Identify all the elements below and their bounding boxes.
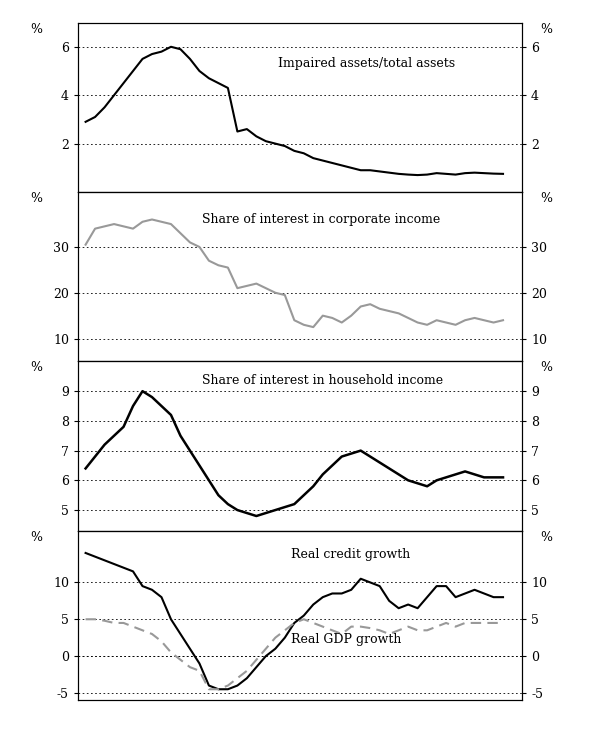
Text: %: % — [540, 23, 552, 36]
Text: %: % — [540, 192, 552, 205]
Text: %: % — [30, 531, 42, 544]
Text: Real credit growth: Real credit growth — [291, 548, 410, 561]
Text: Impaired assets/total assets: Impaired assets/total assets — [278, 57, 455, 70]
Text: Share of interest in household income: Share of interest in household income — [202, 373, 443, 387]
Text: %: % — [30, 23, 42, 36]
Text: %: % — [30, 361, 42, 374]
Text: %: % — [30, 192, 42, 205]
Text: %: % — [540, 361, 552, 374]
Text: Share of interest in corporate income: Share of interest in corporate income — [202, 213, 440, 226]
Text: %: % — [540, 531, 552, 544]
Text: Real GDP growth: Real GDP growth — [291, 633, 401, 645]
